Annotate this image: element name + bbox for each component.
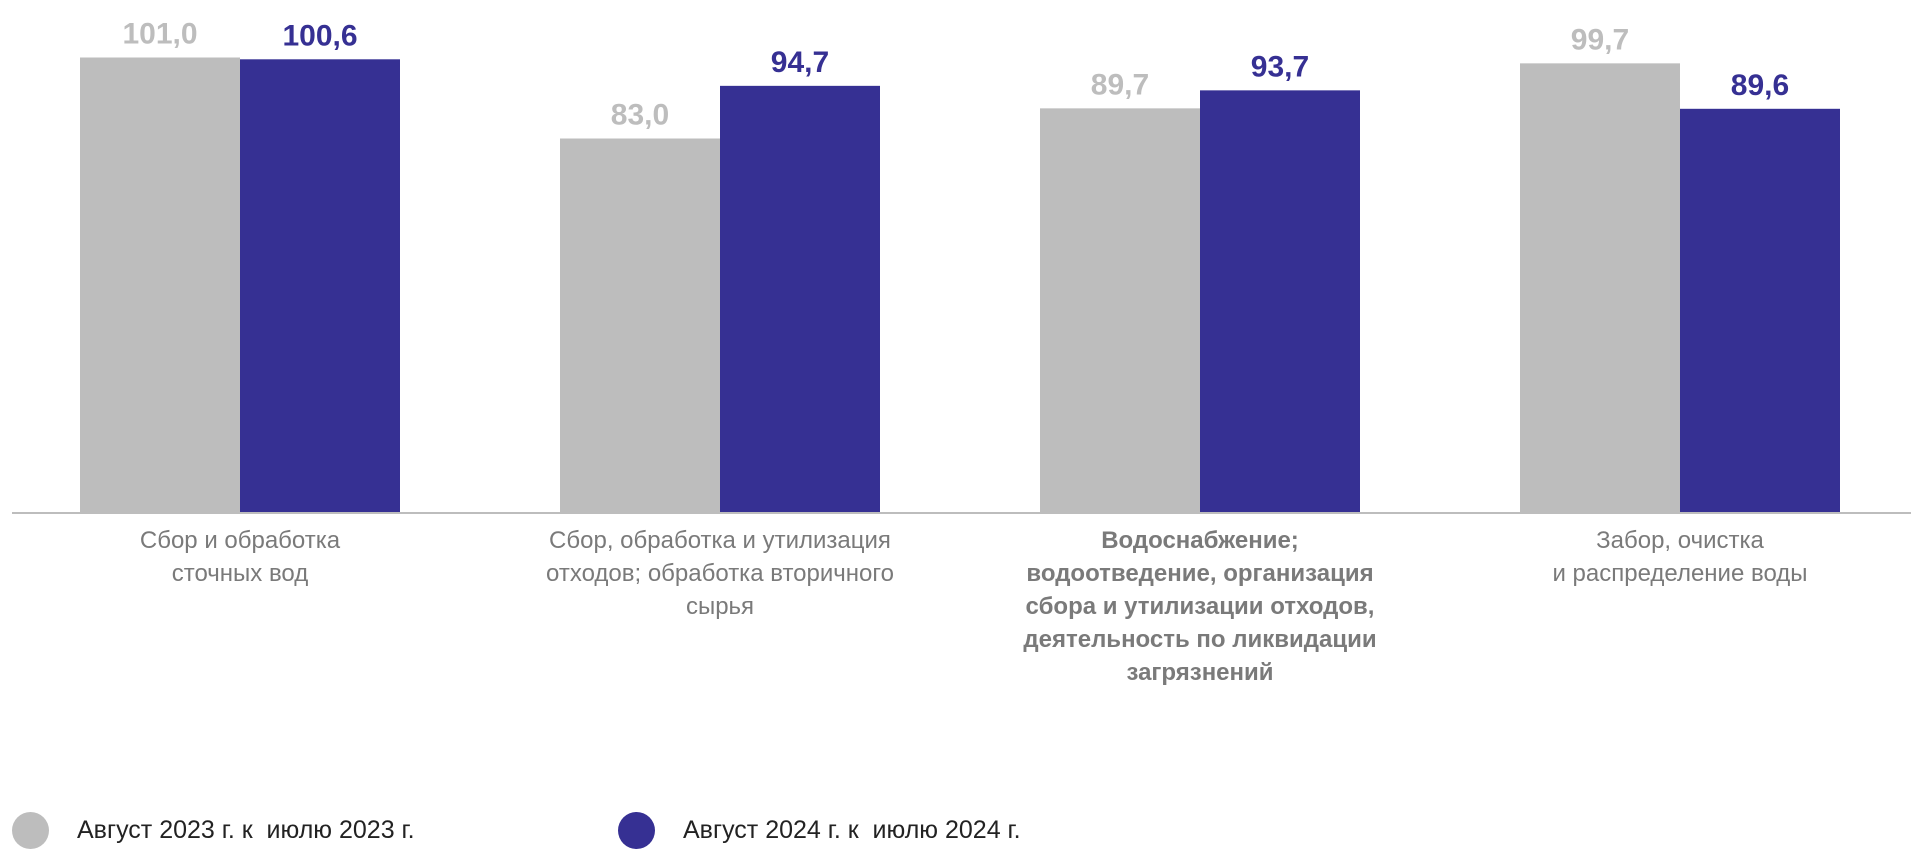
data-label-series-1-cat-2: 83,0 — [611, 99, 669, 132]
data-label-series-2-cat-4: 89,6 — [1731, 69, 1789, 102]
data-label-series-1-cat-3: 89,7 — [1091, 68, 1149, 101]
bar-series-1-cat-3 — [1040, 108, 1200, 512]
category-label-2: Сбор, обработка и утилизация отходов; об… — [546, 527, 894, 620]
legend-swatch-icon — [12, 811, 49, 849]
legend-label: Август 2024 г. к июлю 2024 г. — [683, 815, 1021, 844]
bar-series-1-cat-2 — [560, 138, 720, 512]
bar-series-2-cat-1 — [240, 59, 400, 513]
bar-series-1-cat-1 — [80, 57, 240, 512]
legend-label: Август 2023 г. к июлю 2023 г. — [77, 815, 415, 844]
data-label-series-1-cat-4: 99,7 — [1571, 23, 1629, 56]
legend-swatch-icon — [618, 811, 655, 849]
data-label-series-2-cat-2: 94,7 — [771, 46, 829, 79]
legend-item-1: Август 2023 г. к июлю 2023 г. — [12, 811, 415, 849]
category-label-4: Забор, очистка и распределение воды — [1552, 527, 1808, 587]
data-label-series-2-cat-3: 93,7 — [1251, 50, 1309, 83]
category-label-3: Водоснабжение; водоотведение, организаци… — [1023, 527, 1377, 686]
bar-series-2-cat-3 — [1200, 90, 1360, 512]
data-label-series-1-cat-1: 101,0 — [122, 18, 197, 51]
bar-series-2-cat-4 — [1680, 108, 1840, 513]
legend-item-2: Август 2024 г. к июлю 2024 г. — [618, 811, 1021, 849]
bar-series-2-cat-2 — [720, 85, 880, 512]
data-label-series-2-cat-1: 100,6 — [282, 19, 357, 52]
category-label-1: Сбор и обработка сточных вод — [139, 527, 341, 587]
bar-series-1-cat-4 — [1520, 63, 1680, 512]
